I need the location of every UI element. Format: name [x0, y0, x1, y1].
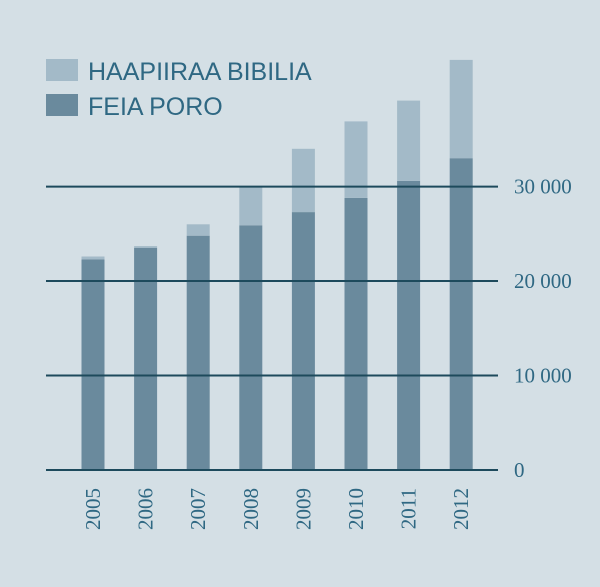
bars-layer	[81, 59, 473, 470]
bar-2009-haapiiraa-bibilia	[291, 148, 315, 213]
bar-2006-haapiiraa-bibilia	[134, 246, 158, 248]
y-tick-label-10000: 10 000	[514, 364, 572, 388]
bar-2009-feia-poro	[291, 212, 315, 470]
x-tick-label-2008: 2008	[239, 488, 263, 530]
y-tick-label-0: 0	[514, 458, 525, 482]
x-tick-label-2007: 2007	[186, 488, 210, 530]
x-tick-label-2006: 2006	[134, 488, 158, 530]
bar-2011-haapiiraa-bibilia	[397, 100, 421, 181]
x-tick-label-2011: 2011	[397, 488, 421, 529]
bar-2008-feia-poro	[239, 225, 263, 470]
y-axis-tick-labels: 0 10 000 20 000 30 000	[514, 175, 572, 482]
bar-2008-haapiiraa-bibilia	[239, 187, 263, 226]
bar-2005-feia-poro	[81, 259, 105, 470]
bar-2007-haapiiraa-bibilia	[186, 224, 210, 236]
x-tick-label-2010: 2010	[344, 488, 368, 530]
legend: HAAPIIRAA BIBILIA FEIA PORO	[46, 58, 312, 121]
x-axis-tick-labels: 2005 2006 2007 2008 2009 2010 2011 2012	[81, 488, 473, 530]
gridlines	[46, 185, 498, 471]
legend-label-feia-poro: FEIA PORO	[88, 93, 223, 121]
bar-2006-feia-poro	[134, 248, 158, 470]
legend-swatch-feia-poro	[46, 94, 78, 116]
x-tick-label-2009: 2009	[291, 488, 315, 530]
x-tick-label-2005: 2005	[81, 488, 105, 530]
bar-2005-haapiiraa-bibilia	[81, 256, 105, 260]
legend-label-haapiiraa-bibilia: HAAPIIRAA BIBILIA	[88, 58, 312, 86]
bar-2012-feia-poro	[449, 158, 473, 470]
y-tick-label-30000: 30 000	[514, 175, 572, 199]
bar-2010-feia-poro	[344, 197, 368, 470]
bar-2011-feia-poro	[397, 180, 421, 470]
bar-2010-haapiiraa-bibilia	[344, 121, 368, 198]
legend-swatch-haapiiraa-bibilia	[46, 59, 78, 81]
bar-2012-haapiiraa-bibilia	[449, 59, 473, 159]
bar-2007-feia-poro	[186, 235, 210, 470]
y-tick-label-20000: 20 000	[514, 269, 572, 293]
x-tick-label-2012: 2012	[449, 488, 473, 530]
